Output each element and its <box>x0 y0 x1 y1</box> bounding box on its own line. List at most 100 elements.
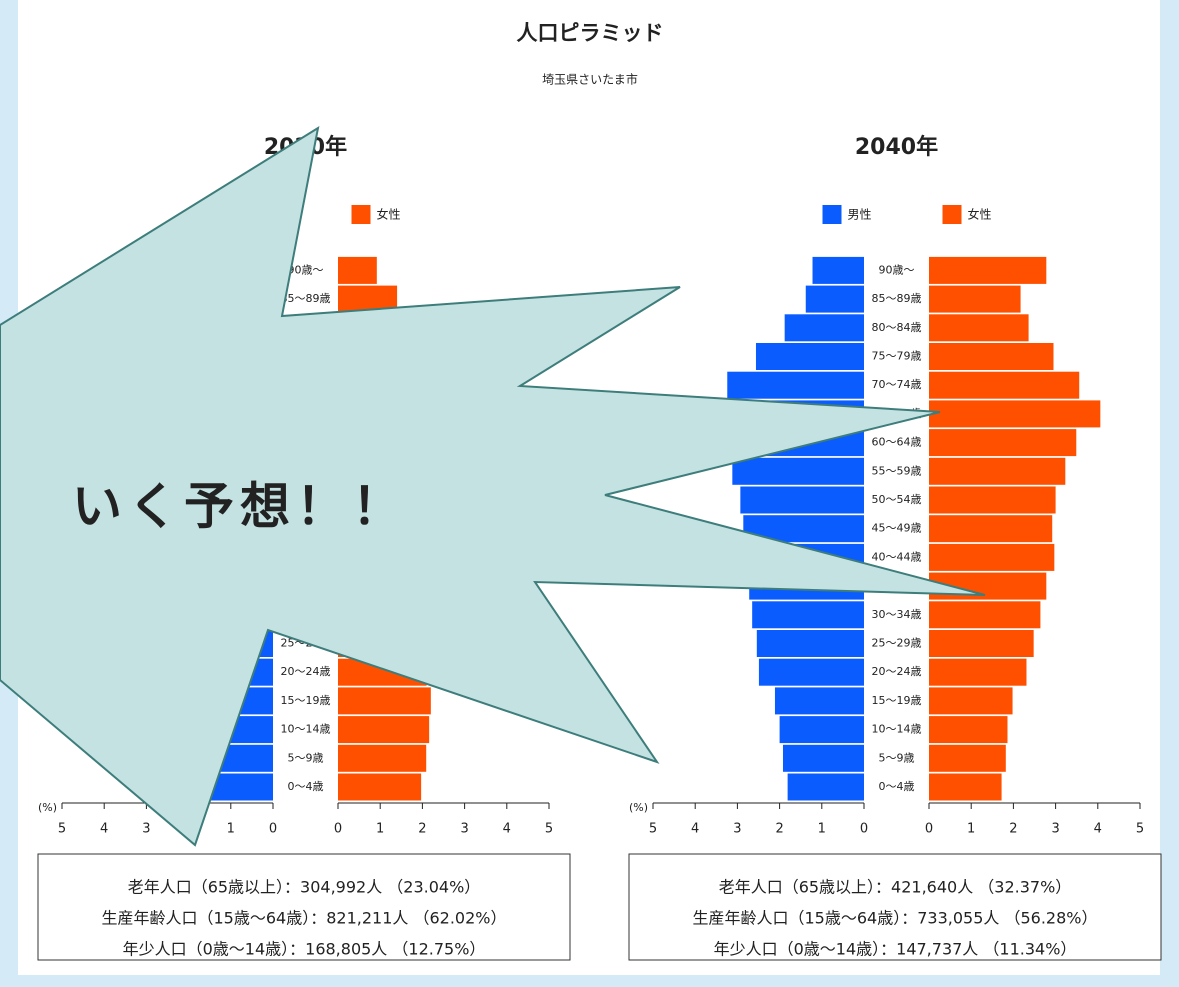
category-label: 85～89歳 <box>281 292 331 305</box>
category-label: 20～24歳 <box>872 665 922 678</box>
x-tick-label: 5 <box>1136 822 1144 837</box>
category-label: 10～14歳 <box>281 723 331 736</box>
x-tick-label: 0 <box>860 822 868 837</box>
page-title: 人口ピラミッド <box>517 21 664 45</box>
x-tick-label: 1 <box>818 822 826 837</box>
bar <box>929 314 1029 342</box>
bar <box>929 687 1013 715</box>
x-tick-label: 3 <box>1051 822 1059 837</box>
x-tick-label: 3 <box>733 822 741 837</box>
legend-swatch <box>942 205 962 224</box>
x-tick-label: 3 <box>460 822 468 837</box>
bar <box>740 486 864 514</box>
x-tick-label: 2 <box>1009 822 1017 837</box>
category-label: 20～24歳 <box>281 665 331 678</box>
x-tick-label: 4 <box>100 822 108 837</box>
x-tick-label: 2 <box>775 822 783 837</box>
callout-shape <box>0 125 986 847</box>
legend-swatch <box>351 205 371 224</box>
bar <box>752 601 864 629</box>
legend-label: 男性 <box>848 208 872 222</box>
bar <box>338 716 430 744</box>
bar <box>774 687 864 715</box>
bar <box>338 687 431 715</box>
bar <box>929 515 1053 543</box>
callout-text: いく予想！！ <box>72 478 408 536</box>
bar <box>756 630 864 657</box>
x-tick-label: 1 <box>376 822 384 837</box>
category-label: 25～29歳 <box>872 637 922 650</box>
bar <box>727 371 864 399</box>
x-tick-label: 4 <box>691 822 699 837</box>
x-tick-label: 5 <box>545 822 553 837</box>
bar <box>929 256 1047 284</box>
legend-label: 女性 <box>377 207 401 222</box>
page-subtitle: 埼玉県さいたま市 <box>542 72 638 87</box>
category-label: 45～49歳 <box>872 522 922 535</box>
category-label: 70～74歳 <box>872 378 922 391</box>
bar <box>929 486 1056 514</box>
category-label: 10～14歳 <box>872 723 922 736</box>
category-label: 15～19歳 <box>872 694 922 707</box>
category-label: 15～19歳 <box>281 694 331 707</box>
bar <box>929 429 1077 457</box>
x-tick-label: 1 <box>227 822 235 837</box>
category-label: 0～4歳 <box>288 780 324 793</box>
category-label: 60～64歳 <box>872 436 922 449</box>
bar <box>929 343 1054 370</box>
category-label: 85～89歳 <box>872 292 922 305</box>
legend-swatch <box>822 205 842 224</box>
summary-box <box>628 853 1162 961</box>
bar <box>929 716 1008 744</box>
x-tick-label: 0 <box>925 822 933 837</box>
x-tick-label: 2 <box>418 822 426 837</box>
bar <box>929 744 1006 772</box>
bar <box>929 601 1041 629</box>
summary-line: 生産年齢人口（15歳～64歳）：733,055人 （56.28%） <box>693 909 1098 928</box>
bar <box>929 400 1101 428</box>
x-tick-label: 1 <box>967 822 975 837</box>
axis-label: (%) <box>629 801 648 814</box>
bar <box>929 543 1055 571</box>
bar <box>338 256 377 284</box>
category-label: 30～34歳 <box>872 608 922 621</box>
x-tick-label: 0 <box>334 822 342 837</box>
x-tick-label: 4 <box>1094 822 1102 837</box>
category-label: 90歳～ <box>288 263 324 276</box>
bar <box>929 630 1034 657</box>
summary-line: 老年人口（65歳以上）：421,640人 （32.37%） <box>719 878 1072 897</box>
legend-label: 女性 <box>968 207 992 222</box>
category-label: 90歳～ <box>879 263 915 276</box>
bar <box>929 773 1002 801</box>
summary-box <box>37 853 571 961</box>
category-label: 50～54歳 <box>872 493 922 506</box>
bar <box>929 457 1066 485</box>
bar <box>338 744 427 772</box>
x-tick-label: 3 <box>142 822 150 837</box>
bar <box>929 658 1027 686</box>
category-label: 5～9歳 <box>879 751 915 764</box>
bar <box>787 773 864 801</box>
bar <box>732 457 864 485</box>
bar <box>929 371 1080 399</box>
bar <box>758 658 864 686</box>
category-label: 0～4歳 <box>879 780 915 793</box>
category-label: 75～79歳 <box>872 350 922 363</box>
bar <box>812 256 864 284</box>
bar <box>805 285 864 313</box>
bar <box>755 343 864 370</box>
bar <box>779 716 864 744</box>
x-tick-label: 5 <box>649 822 657 837</box>
chart-title: 2040年 <box>855 134 938 160</box>
summary-line: 年少人口（0歳～14歳）：147,737人 （11.34%） <box>714 940 1077 959</box>
bar <box>782 744 864 772</box>
summary-line: 年少人口（0歳～14歳）：168,805人 （12.75%） <box>123 940 486 959</box>
summary-line: 老年人口（65歳以上）：304,992人 （23.04%） <box>128 878 481 897</box>
category-label: 5～9歳 <box>288 751 324 764</box>
category-label: 55～59歳 <box>872 464 922 477</box>
category-label: 40～44歳 <box>872 550 922 563</box>
x-tick-label: 5 <box>58 822 66 837</box>
bar <box>929 285 1021 313</box>
